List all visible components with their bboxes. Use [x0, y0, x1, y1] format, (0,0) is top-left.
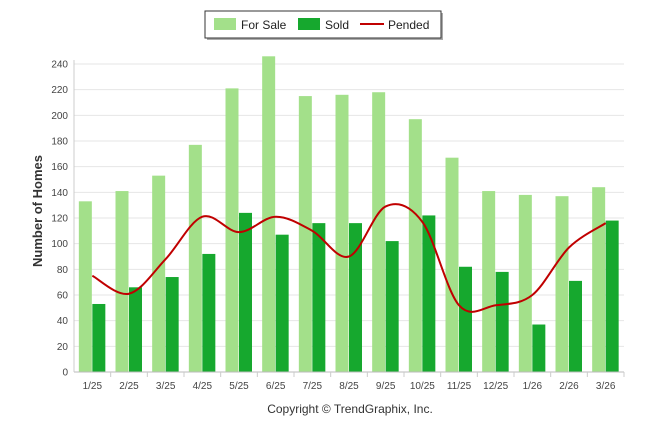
x-tick-label: 3/25 [156, 381, 176, 392]
bar-sold-9-25 [385, 241, 399, 372]
bars [78, 56, 619, 373]
y-tick-label: 100 [51, 239, 68, 250]
bar-for-sale-9-25 [372, 92, 386, 372]
y-tick-label: 40 [57, 316, 69, 327]
bar-sold-2-26 [569, 280, 582, 372]
bar-sold-3-26 [605, 220, 619, 372]
legend: For Sale Sold Pended [204, 10, 443, 40]
x-tick-label: 11/25 [447, 381, 472, 392]
y-tick-label: 180 [51, 137, 68, 148]
x-tick-label: 7/25 [303, 381, 323, 392]
y-tick-label: 200 [51, 111, 68, 122]
pended-line-layer [91, 203, 607, 313]
legend-swatch-sold [298, 18, 320, 30]
bar-for-sale-10-25 [408, 119, 422, 372]
bar-for-sale-3-26 [592, 187, 606, 372]
bar-for-sale-8-25 [335, 94, 349, 373]
y-tick-labels: 0 20 40 60 80 100 120 140 160 180 200 220 240 [51, 60, 68, 379]
bar-sold-6-25 [275, 234, 289, 372]
legend-swatch-for-sale [214, 18, 236, 30]
x-tick-label: 10/25 [410, 381, 435, 392]
bar-sold-1-25 [92, 303, 106, 372]
y-tick-label: 60 [57, 291, 69, 302]
x-tick-label: 5/25 [229, 381, 249, 392]
axes [73, 60, 624, 373]
bar-sold-7-25 [312, 223, 326, 372]
bar-for-sale-7-25 [298, 96, 312, 372]
pended-line [91, 203, 607, 313]
x-tick-label: 1/26 [523, 381, 543, 392]
y-axis-title: Number of Homes [30, 155, 45, 267]
bar-sold-1-26 [532, 324, 546, 372]
bar-sold-3-25 [165, 277, 179, 372]
bar-for-sale-3-25 [152, 175, 166, 372]
x-tick-labels: 1/25 2/25 3/25 4/25 5/25 6/25 7/25 8/25 9/25 10/2… [83, 372, 625, 392]
bar-for-sale-2-25 [115, 191, 129, 372]
x-tick-label: 8/25 [339, 381, 359, 392]
bar-for-sale-12-25 [482, 191, 496, 372]
y-tick-label: 220 [51, 85, 68, 96]
y-tick-label: 140 [51, 188, 68, 199]
y-tick-label: 0 [62, 368, 68, 379]
bar-for-sale-1-25 [78, 201, 92, 372]
bar-sold-5-25 [239, 212, 252, 372]
y-tick-label: 80 [57, 265, 69, 276]
copyright-footer: Copyright © TrendGraphix, Inc. [267, 402, 433, 416]
x-tick-label: 4/25 [193, 381, 213, 392]
x-tick-label: 6/25 [266, 381, 286, 392]
bar-for-sale-4-25 [188, 144, 202, 372]
bar-sold-8-25 [349, 223, 362, 372]
x-tick-label: 12/25 [483, 381, 508, 392]
x-tick-label: 1/25 [83, 381, 103, 392]
bar-sold-11-25 [459, 266, 472, 372]
y-tick-label: 240 [51, 60, 68, 71]
bar-sold-2-25 [129, 287, 142, 372]
legend-label-for-sale: For Sale [241, 18, 287, 32]
legend-label-sold: Sold [325, 18, 349, 32]
bar-for-sale-6-25 [262, 56, 276, 373]
y-tick-label: 160 [51, 162, 68, 173]
bar-sold-12-25 [495, 271, 509, 372]
x-tick-label: 2/26 [559, 381, 579, 392]
legend-label-pended: Pended [388, 18, 429, 32]
y-tick-label: 20 [57, 342, 69, 353]
bar-for-sale-11-25 [445, 157, 459, 372]
bar-sold-10-25 [422, 215, 436, 372]
x-tick-label: 2/25 [119, 381, 139, 392]
bar-sold-4-25 [202, 253, 216, 372]
x-tick-label: 3/26 [596, 381, 616, 392]
bar-for-sale-2-26 [555, 196, 569, 372]
x-tick-label: 9/25 [376, 381, 396, 392]
y-tick-label: 120 [51, 214, 68, 225]
bar-for-sale-1-26 [518, 194, 532, 372]
